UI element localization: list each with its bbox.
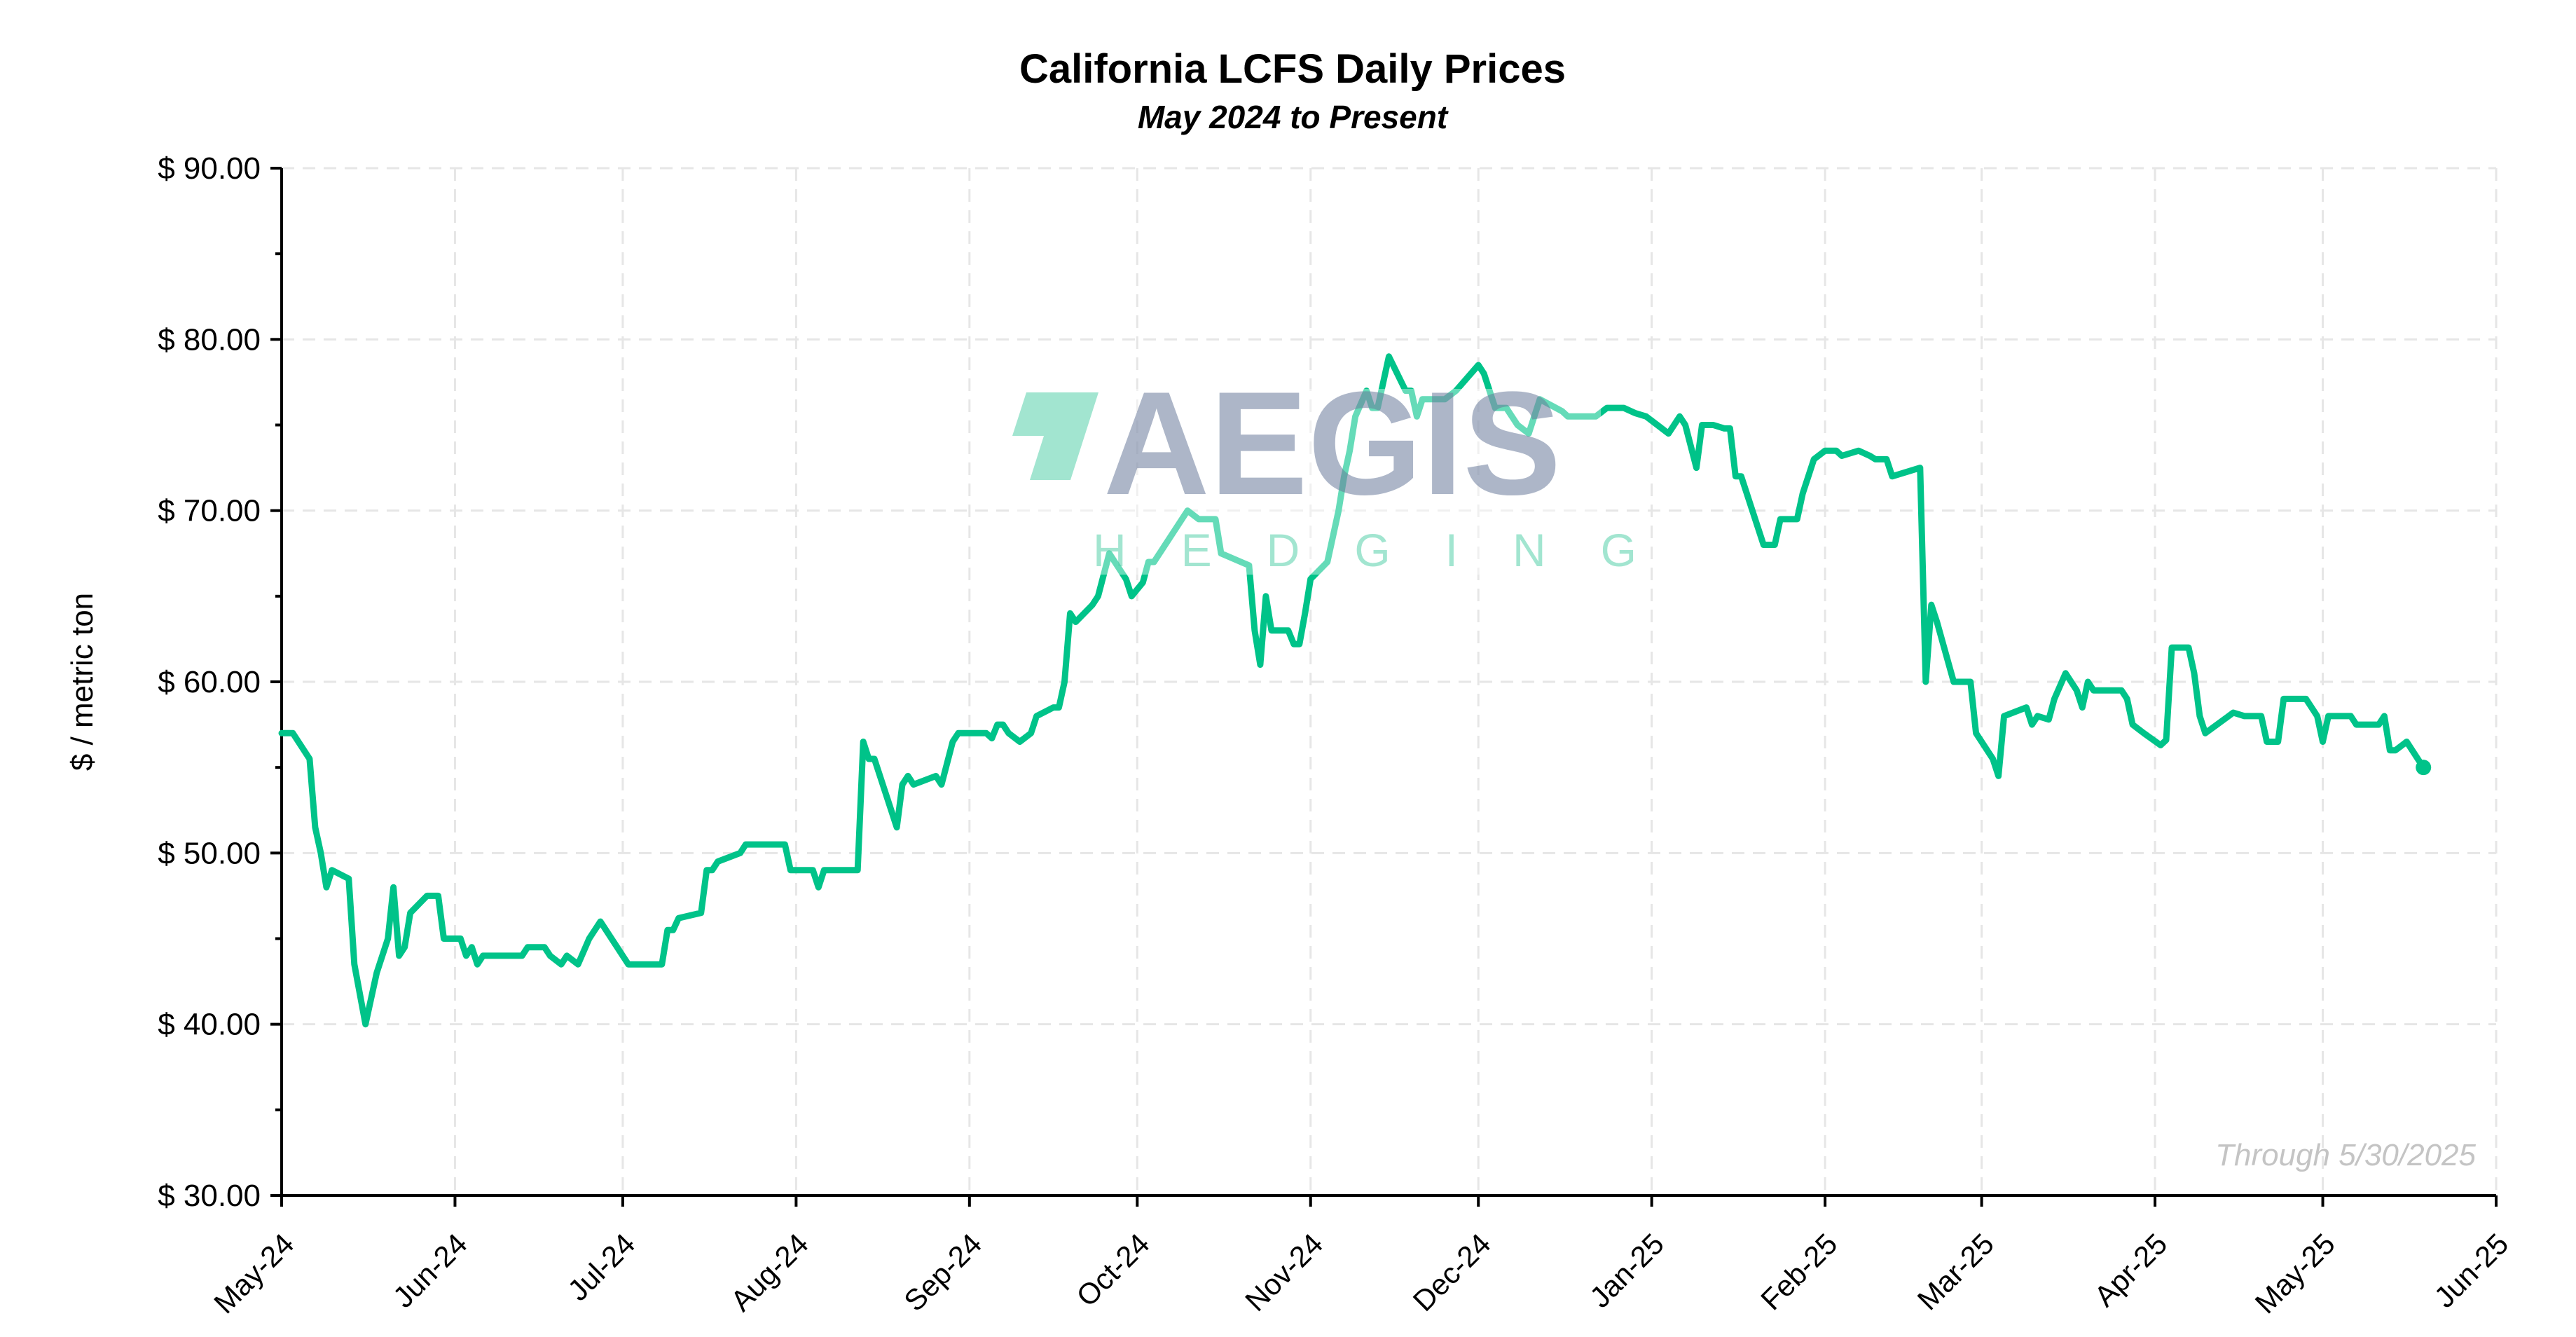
aegis-hedging-watermark: AEGIS HEDGING (1012, 361, 1691, 576)
x-tick-label: Oct-24 (1070, 1227, 1155, 1312)
watermark-brand: AEGIS (1103, 361, 1561, 526)
x-tick-label: Apr-25 (2088, 1227, 2173, 1312)
x-tick-label: Nov-24 (1239, 1227, 1329, 1317)
x-tick-label: May-25 (2249, 1227, 2341, 1319)
x-axis: May-24 Jun-24 Jul-24 Aug-24 Sep-24 Oct-24 Nov-… (207, 1195, 2514, 1319)
y-tick-label: $ 70.00 (158, 494, 261, 528)
y-tick-label: $ 40.00 (158, 1008, 261, 1042)
x-tick-label: Mar-25 (1911, 1227, 2000, 1316)
x-tick-label: Jul-24 (561, 1227, 641, 1307)
x-tick-label: May-24 (207, 1227, 300, 1319)
x-tick-label: Aug-24 (724, 1227, 815, 1317)
gridlines (282, 168, 2496, 1195)
y-axis: $ 90.00 $ 80.00 $ 70.00 $ 60.00 $ 50.00 $ 40.… (158, 151, 282, 1213)
watermark-tagline: HEDGING (1093, 524, 1691, 576)
latest-price-marker (2416, 760, 2431, 775)
y-tick-label: $ 80.00 (158, 322, 261, 357)
y-tick-label: $ 90.00 (158, 151, 261, 186)
chart-subtitle: May 2024 to Present (1138, 99, 1449, 135)
chart-title: California LCFS Daily Prices (1019, 46, 1566, 92)
x-tick-label: Dec-24 (1407, 1227, 1497, 1317)
x-tick-label: Jan-25 (1583, 1227, 1670, 1314)
x-tick-label: Jun-24 (387, 1227, 474, 1314)
x-tick-label: Sep-24 (897, 1227, 988, 1317)
y-tick-label: $ 30.00 (158, 1179, 261, 1213)
y-tick-label: $ 60.00 (158, 665, 261, 699)
y-axis-label: $ / metric ton (65, 593, 99, 771)
x-tick-label: Jun-25 (2427, 1227, 2514, 1314)
y-tick-label: $ 50.00 (158, 836, 261, 870)
x-tick-label: Feb-25 (1754, 1227, 1843, 1316)
through-date-note: Through 5/30/2025 (2215, 1138, 2476, 1172)
